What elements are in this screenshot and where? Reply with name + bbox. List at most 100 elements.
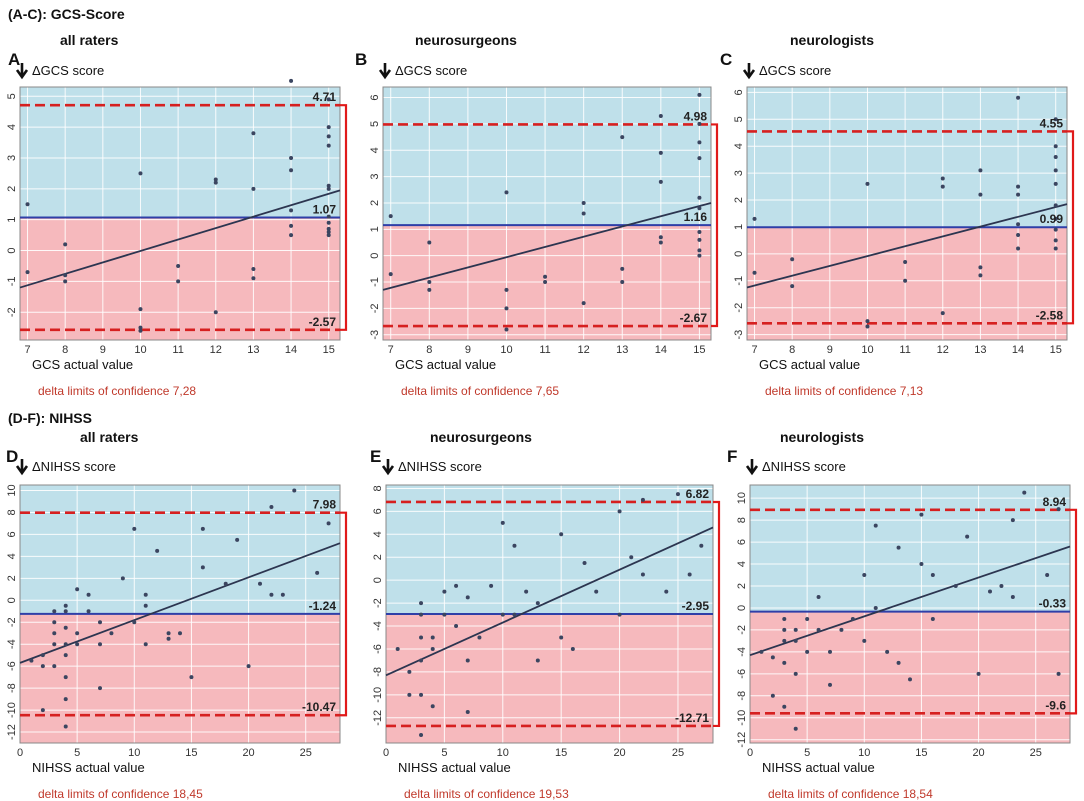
data-point [697,237,702,242]
data-point [828,682,832,687]
data-point [419,658,424,663]
y-axis-label: ΔGCS score [395,63,467,78]
data-point [697,121,702,126]
x-axis-label: GCS actual value [395,357,496,372]
data-point [465,595,470,600]
y-tick-label: -2 [6,307,18,317]
data-point [697,140,702,145]
data-point [988,589,992,594]
y-tick-label: -6 [6,661,18,671]
data-point [138,171,143,176]
x-tick-label: 10 [128,747,140,759]
y-tick-label: -4 [6,639,18,649]
data-point [213,180,218,185]
y-tick-label: 5 [369,121,381,127]
data-point [582,560,587,565]
data-point [620,135,625,140]
y-tick-label: -3 [733,330,745,340]
data-point [289,233,294,238]
data-point [132,526,137,531]
data-point [524,589,529,594]
data-point [697,156,702,161]
data-point [805,616,810,621]
data-point [138,328,143,333]
y-tick-label: 10 [6,484,18,496]
data-point [793,638,798,643]
y-tick-label: 2 [6,575,18,581]
y-tick-label: 0 [736,605,748,611]
data-point [166,636,171,641]
data-point [790,284,795,289]
y-axis-label: ΔNIHSS score [398,459,482,474]
x-tick-label: 20 [613,747,625,759]
panel-letter: E [370,447,381,466]
y-tick-label: 8 [736,517,748,523]
data-point [919,512,924,517]
data-point [504,327,509,332]
down-arrow-icon [15,459,29,476]
data-point [427,287,432,292]
section-title-gcs: (A-C): GCS-Score [8,6,125,22]
x-tick-label: 5 [74,747,80,759]
data-point [407,669,412,674]
data-point [908,677,912,682]
limits-of-confidence-text: delta limits of confidence 7,65 [401,384,559,398]
panel-letter: D [6,447,18,466]
y-tick-label: 0 [733,251,745,257]
data-point [388,272,393,277]
y-tick-label: -2 [372,598,384,608]
data-point [782,638,787,643]
x-tick-label: 8 [789,344,795,356]
data-point [40,708,45,713]
x-tick-label: 10 [497,747,509,759]
data-point [793,627,798,632]
upper-limit-label: 4.55 [1040,116,1064,130]
mean-label: -0.33 [1039,597,1067,611]
data-point [326,226,331,231]
data-point [251,276,256,281]
data-point [1053,154,1058,159]
data-point [543,280,548,285]
data-point [326,220,331,225]
data-point [658,235,663,240]
panel-letter: B [355,50,367,69]
data-point [430,646,435,651]
data-point [155,548,160,553]
data-point [326,233,331,238]
data-point [419,732,424,737]
x-tick-label: 10 [858,747,870,759]
data-point [512,612,517,617]
down-arrow-icon [745,459,759,476]
x-tick-label: 0 [17,747,23,759]
data-point [865,181,870,186]
y-tick-label: 8 [6,509,18,515]
data-point [850,616,855,621]
y-tick-label: 2 [733,197,745,203]
data-point [903,278,908,283]
x-axis-label: NIHSS actual value [398,760,511,775]
data-point [658,113,663,118]
y-tick-label: -3 [369,330,381,340]
data-point [865,324,870,329]
data-point [109,631,114,636]
x-tick-label: 12 [937,344,949,356]
data-point [52,664,57,669]
lower-limit-label: -2.67 [680,311,708,325]
panel-title: all raters [60,32,119,48]
data-point [235,537,240,542]
data-point [782,704,787,709]
upper-region [383,87,711,226]
data-point [98,642,102,647]
data-point [326,186,331,191]
panel-letter: C [720,50,732,69]
data-point [465,658,470,663]
y-tick-label: -10 [372,687,384,703]
y-tick-label: -12 [372,710,384,726]
x-tick-label: 15 [915,747,927,759]
x-tick-label: 9 [100,344,106,356]
data-point [919,562,924,567]
y-tick-label: 4 [6,553,18,559]
data-point [63,697,68,702]
regression-line [746,203,1068,289]
